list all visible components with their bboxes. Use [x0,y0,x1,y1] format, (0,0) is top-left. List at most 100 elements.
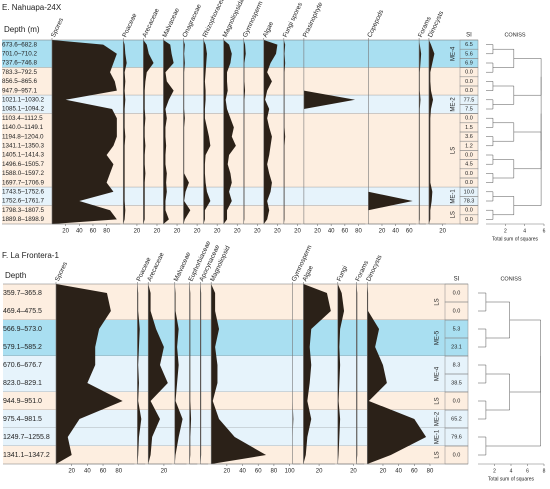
taxon-curve [263,40,278,224]
dendrogram [478,436,487,456]
depth: 823.0–829.1 [3,380,42,387]
dendrogram [492,196,515,216]
si-value: 0.0 [465,180,473,186]
coniss-tick-label: 8 [543,468,546,474]
zone-label: LS [435,298,441,305]
x-tick-label: 60 [411,469,418,475]
depth: 1194.8–1204.0 [2,133,44,140]
x-tick-label: 60 [255,469,262,475]
taxon-curve [203,40,211,224]
x-tick-label: 60 [406,229,413,235]
si-value: 1.5 [465,125,473,131]
x-tick-label: 40 [239,469,246,475]
dendrogram [486,62,494,73]
x-tick-label: 20 [254,229,261,235]
si-header: SI [454,277,460,283]
taxon-curve [243,40,246,224]
depth: 1743.5–1752.6 [2,188,45,195]
x-tick-label: 60 [100,469,107,475]
si-cell [444,445,469,465]
depth: 1697.7–1706.9 [2,179,45,186]
coniss-tick-label: 4 [523,228,526,234]
coniss-tick-label: 4 [510,468,513,474]
taxon-curve [223,40,236,224]
zone-label: LS [435,397,441,404]
taxon-name: Malvaceae [161,7,181,39]
x-tick-label: 20 [350,469,357,475]
zone-band [3,392,468,410]
taxon-name: Fungi spores [282,1,305,39]
dendrogram [486,209,494,220]
taxon-curve [303,284,331,464]
depth: 1889.8–1898.9 [2,216,45,223]
taxon-curve [189,284,192,464]
panel-title: F. La Frontera-1 [2,251,59,260]
si-value: 78.3 [464,198,475,204]
si-value: 0.0 [465,208,473,214]
si-value: 0.0 [465,79,473,85]
si-value: 65.2 [451,416,462,422]
dendrogram [513,131,542,170]
taxon-curve [368,40,413,224]
depth: 1085.1–1094.2 [2,106,45,113]
x-tick-label: 20 [194,229,201,235]
x-tick-label: 80 [115,469,122,475]
dendrogram [478,364,487,384]
x-tick-label: 20 [274,229,281,235]
si-value: 0.0 [465,88,473,94]
depth: 670.6–676.7 [3,362,42,369]
si-value: 0.0 [465,116,473,122]
depth: 737.6–746.8 [2,60,38,67]
depth-label: Depth [5,271,26,280]
depth: 783.3–792.5 [2,69,38,76]
depth: 673.6–682.8 [2,41,38,48]
coniss-tick-label: 6 [543,228,546,234]
depth: 1405.1–1414.3 [2,152,45,159]
x-tick-label: 40 [328,229,335,235]
zone-label: LS [451,211,457,218]
coniss-title: CONISS [504,32,525,38]
taxon-curve [337,284,345,464]
dendrogram [492,159,515,179]
x-tick-label: 40 [76,229,83,235]
zone-label: ME-2 [451,97,457,112]
taxon-curve [137,284,142,464]
dendrogram [478,328,487,348]
depth: 1249.7–1255.8 [3,434,50,441]
depth: 579.1–585.2 [3,344,42,351]
x-tick-label: 20 [224,469,231,475]
dendrogram [492,122,515,142]
taxon-curve [143,40,154,224]
taxon-curve [163,40,174,224]
dendrogram [492,85,515,105]
taxon-curve [419,40,422,224]
dendrogram [486,191,494,202]
depth: 1341.1–1350.3 [2,142,45,149]
zone-label: LS [435,451,441,458]
taxon-curve [52,40,117,224]
zone-label: ME-1 [435,429,441,444]
si-value: 3.6 [465,134,473,140]
x-tick-label: 80 [103,229,110,235]
coniss-tick-label: 2 [504,228,507,234]
coniss-tick-label: 6 [526,468,529,474]
taxon-curve [183,40,191,224]
dendrogram [509,319,541,393]
taxon-name: Copepods [366,8,385,38]
coniss-xlabel: Total sum of squares [488,476,535,482]
si-value: 4.5 [465,162,473,168]
x-tick-label: 40 [392,229,399,235]
si-value: 6.5 [465,42,473,48]
taxon-curve [148,284,168,464]
si-value: 23.1 [451,344,462,350]
taxon-curve [211,284,267,464]
zone-band [3,428,468,446]
depth: 701.0–710.2 [2,50,38,57]
x-tick-label: 20 [380,469,387,475]
x-tick-label: 80 [355,229,362,235]
dendrogram [486,136,494,147]
taxon-name: Gymnosperm [242,0,265,38]
taxon-curve [56,284,123,464]
depth: 975.4–981.5 [3,416,42,423]
taxon-name: Algae [262,20,276,38]
